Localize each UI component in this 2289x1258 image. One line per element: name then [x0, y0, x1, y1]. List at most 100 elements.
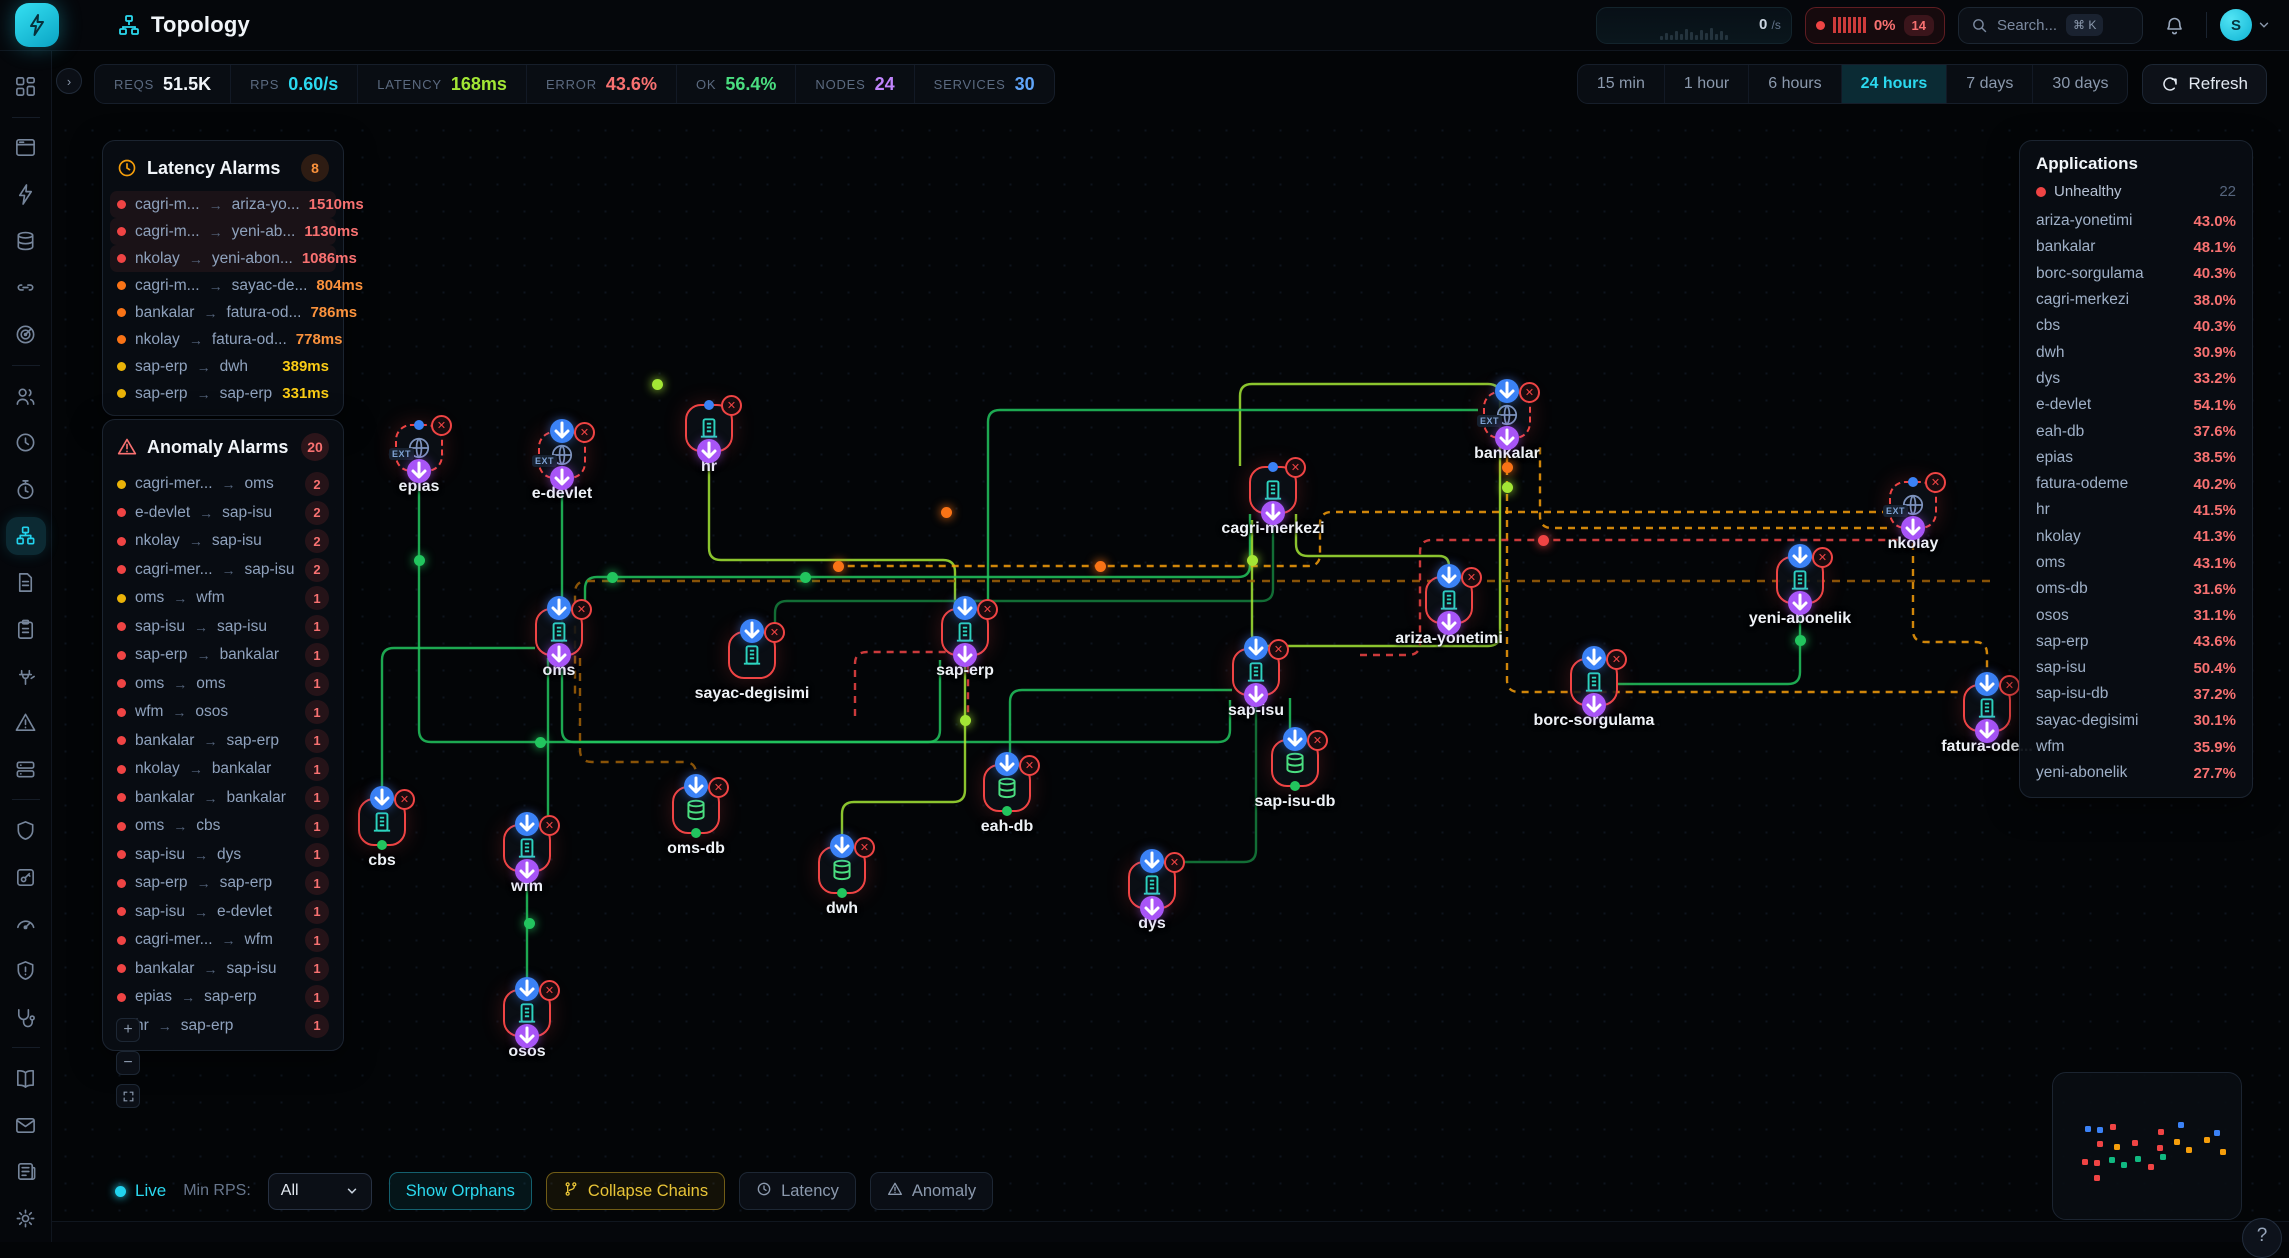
- zoom-out-button[interactable]: −: [116, 1051, 140, 1075]
- sidebar-item-bolt[interactable]: [6, 175, 46, 214]
- node-yeni-abonelik[interactable]: ✕yeni-abonelik: [1776, 556, 1824, 604]
- sidebar-item-server[interactable]: [6, 750, 46, 789]
- minimap[interactable]: [2052, 1072, 2242, 1220]
- sidebar-item-stethoscope[interactable]: [6, 998, 46, 1037]
- sidebar-item-mail[interactable]: [6, 1106, 46, 1145]
- node-hr[interactable]: ✕hr: [685, 404, 733, 452]
- time-range-1-hour[interactable]: 1 hour: [1665, 65, 1749, 103]
- node-oms[interactable]: ✕oms: [535, 608, 583, 656]
- node-sap-isu-db[interactable]: ✕sap-isu-db: [1271, 739, 1319, 787]
- show-orphans-button[interactable]: Show Orphans: [389, 1172, 532, 1210]
- node-bankalar[interactable]: EXT✕bankalar: [1483, 391, 1531, 439]
- fullscreen-button[interactable]: [116, 1084, 140, 1108]
- latency-alarm-row[interactable]: cagri-m...→ariza-yo...1510ms: [110, 191, 336, 218]
- sidebar-item-stopwatch[interactable]: [6, 470, 46, 509]
- sidebar-item-book[interactable]: [6, 1059, 46, 1098]
- node-cbs[interactable]: ✕cbs: [358, 798, 406, 846]
- sidebar-item-gauge[interactable]: [6, 905, 46, 944]
- time-range-24-hours[interactable]: 24 hours: [1842, 65, 1948, 103]
- latency-alarm-row[interactable]: nkolay→yeni-abon...1086ms: [110, 245, 336, 272]
- node-e-devlet[interactable]: EXT✕e-devlet: [538, 431, 586, 479]
- latency-alarm-row[interactable]: cagri-m...→sayac-de...804ms: [110, 272, 336, 299]
- node-osos[interactable]: ✕osos: [503, 989, 551, 1037]
- latency-alarm-row[interactable]: cagri-m...→yeni-ab...1130ms: [110, 218, 336, 245]
- node-oms-db[interactable]: ✕oms-db: [672, 786, 720, 834]
- anomaly-button[interactable]: Anomaly: [870, 1172, 993, 1210]
- sidebar-item-plug[interactable]: [6, 656, 46, 695]
- sidebar-item-dashboard[interactable]: [6, 67, 46, 106]
- app-logo[interactable]: [15, 3, 59, 47]
- time-range-15-min[interactable]: 15 min: [1578, 65, 1665, 103]
- refresh-button[interactable]: Refresh: [2142, 64, 2267, 104]
- sidebar-item-clock[interactable]: [6, 423, 46, 462]
- node-fatura-odeme[interactable]: ✕fatura-ode...: [1963, 684, 2011, 732]
- node-dwh[interactable]: ✕dwh: [818, 846, 866, 894]
- sidebar-item-file[interactable]: [6, 563, 46, 602]
- node-wfm[interactable]: ✕wfm: [503, 824, 551, 872]
- latency-alarm-row[interactable]: bankalar→fatura-od...786ms: [110, 299, 336, 326]
- sidebar-item-window[interactable]: [6, 129, 46, 168]
- sidebar-item-users[interactable]: [6, 377, 46, 416]
- sidebar-item-news[interactable]: [6, 1153, 46, 1192]
- node-nkolay[interactable]: EXT✕nkolay: [1889, 481, 1937, 529]
- live-indicator[interactable]: Live: [115, 1181, 166, 1201]
- sidebar-item-warning[interactable]: [6, 703, 46, 742]
- topology-canvas[interactable]: [52, 117, 2289, 1221]
- node-sap-isu[interactable]: ✕sap-isu: [1232, 648, 1280, 696]
- node-eah-db[interactable]: ✕eah-db: [983, 764, 1031, 812]
- time-range-6-hours[interactable]: 6 hours: [1749, 65, 1841, 103]
- sidebar-item-gear[interactable]: [6, 1199, 46, 1238]
- zoom-in-button[interactable]: +: [116, 1018, 140, 1042]
- time-range-30-days[interactable]: 30 days: [2033, 65, 2127, 103]
- node-dys[interactable]: ✕dys: [1128, 861, 1176, 909]
- collapse-chains-button[interactable]: Collapse Chains: [546, 1172, 725, 1210]
- sidebar-item-radar[interactable]: [6, 315, 46, 354]
- user-menu[interactable]: S: [2220, 9, 2271, 41]
- error-rate-widget[interactable]: 0% 14: [1805, 7, 1945, 44]
- help-button[interactable]: ?: [2242, 1218, 2282, 1258]
- sidebar-item-shield-alert[interactable]: [6, 951, 46, 990]
- search-input[interactable]: Search... ⌘ K: [1958, 7, 2143, 44]
- sidebar-item-topology[interactable]: [6, 517, 46, 556]
- unhealthy-filter[interactable]: Unhealthy 22: [2020, 181, 2252, 208]
- node-sayac-degisimi[interactable]: ✕sayac-degisimi: [728, 631, 776, 679]
- sidebar-item-database[interactable]: [6, 222, 46, 261]
- time-range-7-days[interactable]: 7 days: [1947, 65, 2033, 103]
- notifications-button[interactable]: [2156, 7, 2193, 44]
